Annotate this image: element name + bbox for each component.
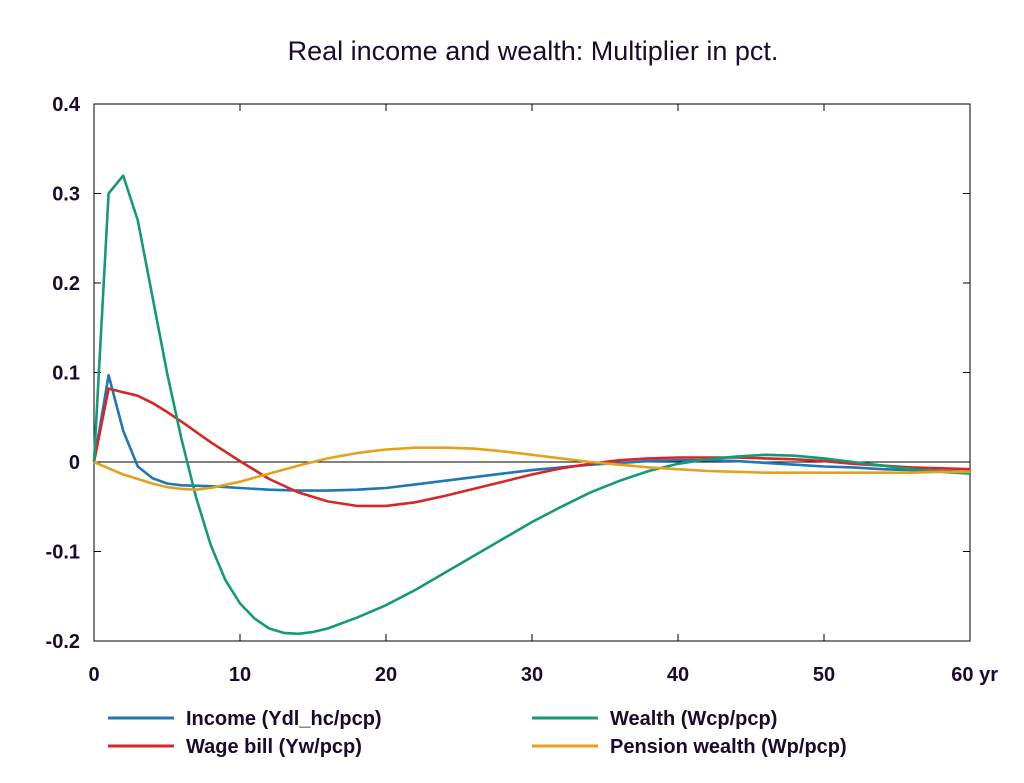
y-tick-label: 0.3 [52, 184, 80, 206]
x-tick-label: 30 [521, 664, 543, 686]
legend: Income (Ydl_hc/pcp) Wealth (Wcp/pcp) Wage … [108, 708, 847, 758]
chart-title: Real income and wealth: Multiplier in pc… [288, 36, 779, 66]
series-line-3 [93, 446, 970, 491]
series-layer [92, 174, 971, 636]
legend-label-3: Pension wealth (Wp/pcp) [610, 736, 847, 758]
x-tick-label: 20 [375, 664, 397, 686]
axes: 0.4 0.3 0.2 0.1 0 -0.1 -0.2 0 10 20 30 40 50 60 yr [46, 94, 999, 686]
y-tick-label: 0.4 [52, 94, 81, 116]
y-tick-label: -0.1 [46, 542, 80, 564]
legend-label-0: Income (Ydl_hc/pcp) [186, 708, 382, 730]
series-line-1 [92, 387, 971, 508]
y-tick-label: 0 [69, 452, 80, 474]
legend-label-1: Wage bill (Yw/pcp) [186, 736, 362, 758]
y-tick-label: -0.2 [46, 631, 80, 653]
x-tick-label: 10 [229, 664, 251, 686]
series-line-0 [92, 373, 971, 492]
series-line-2 [92, 174, 971, 636]
x-tick-label: 50 [813, 664, 835, 686]
x-tick-label: 60 yr [951, 664, 998, 686]
y-tick-label: 0.2 [52, 273, 80, 295]
legend-label-2: Wealth (Wcp/pcp) [610, 708, 777, 730]
x-tick-label: 0 [88, 664, 99, 686]
plot-frame [93, 103, 971, 642]
y-tick-label: 0.1 [52, 363, 80, 385]
x-tick-label: 40 [667, 664, 689, 686]
